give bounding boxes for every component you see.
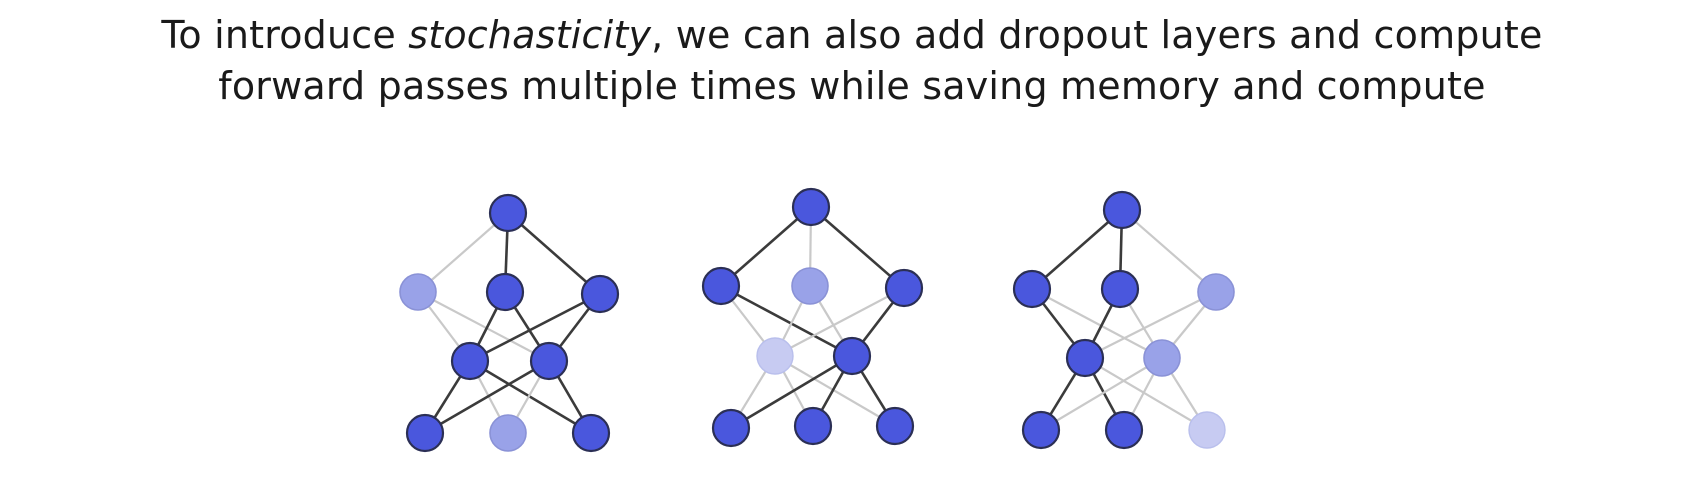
network-1-node-l2b: [485, 272, 525, 312]
network-1-node-l4c: [571, 413, 611, 453]
network-1-node-l3a: [450, 341, 490, 381]
network-2-edge-l2c-l3a: [774, 287, 905, 357]
network-2-node-l4c: [875, 406, 915, 446]
network-3-edge-l2a-l3b: [1031, 288, 1163, 359]
network-1-node-l3b: [529, 341, 569, 381]
network-3-node-l2c: [1197, 273, 1235, 311]
network-2-node-l2b: [791, 267, 829, 305]
title-prefix: To introduce: [161, 13, 409, 57]
network-3-node-l3b: [1143, 339, 1181, 377]
network-1-node-l2c: [580, 274, 620, 314]
network-3-node-l3a: [1065, 338, 1105, 378]
network-2-node-l2c: [884, 268, 924, 308]
network-1-edge-l2a-l3b: [417, 291, 550, 362]
title-emphasis: stochasticity: [408, 13, 652, 57]
network-2-node-l4a: [711, 408, 751, 448]
network-1-edge-l3a-l4c: [469, 359, 592, 435]
network-1-node-l4a: [405, 413, 445, 453]
network-2-node-top: [791, 187, 831, 227]
network-3-edge-top-l2c: [1121, 209, 1217, 293]
network-2-node-l3b: [832, 336, 872, 376]
network-3-node-top: [1102, 190, 1142, 230]
slide-title: To introduce stochasticity, we can also …: [0, 10, 1704, 112]
network-1-edge-top-l2c: [507, 212, 601, 295]
network-3-node-l2a: [1012, 269, 1052, 309]
network-2-edge-l3a-l4c: [774, 355, 896, 427]
network-2-node-l3a: [756, 337, 794, 375]
network-3-edge-l3a-l4c: [1084, 357, 1208, 431]
network-1-node-top: [488, 193, 528, 233]
network-3-node-l4c: [1188, 411, 1226, 449]
network-2-node-l2a: [701, 266, 741, 306]
network-3-node-l4a: [1021, 410, 1061, 450]
title-line-1: To introduce stochasticity, we can also …: [0, 10, 1704, 61]
network-2-edge-l3b-l4a: [730, 354, 853, 430]
network-1-node-l4b: [489, 414, 527, 452]
network-1-edge-top-l2a: [417, 212, 509, 293]
network-3-edge-l2c-l3a: [1084, 291, 1217, 359]
title-line-2: forward passes multiple times while savi…: [218, 64, 1486, 108]
network-2-edge-top-l2c: [810, 206, 905, 289]
network-1-edge-l3b-l4a: [424, 359, 550, 435]
title-suffix: , we can also add dropout layers and com…: [651, 13, 1543, 57]
network-2-edge-top-l2a: [720, 206, 812, 287]
network-2-node-l4b: [793, 406, 833, 446]
network-2-edge-l2a-l3b: [720, 284, 853, 358]
network-3-edge-top-l2a: [1031, 209, 1123, 290]
network-3-node-l4b: [1104, 410, 1144, 450]
network-1-edge-l2c-l3a: [469, 292, 601, 363]
network-1-node-l2a: [399, 273, 437, 311]
network-3-node-l2b: [1100, 269, 1140, 309]
network-3-edge-l3b-l4a: [1040, 357, 1163, 431]
